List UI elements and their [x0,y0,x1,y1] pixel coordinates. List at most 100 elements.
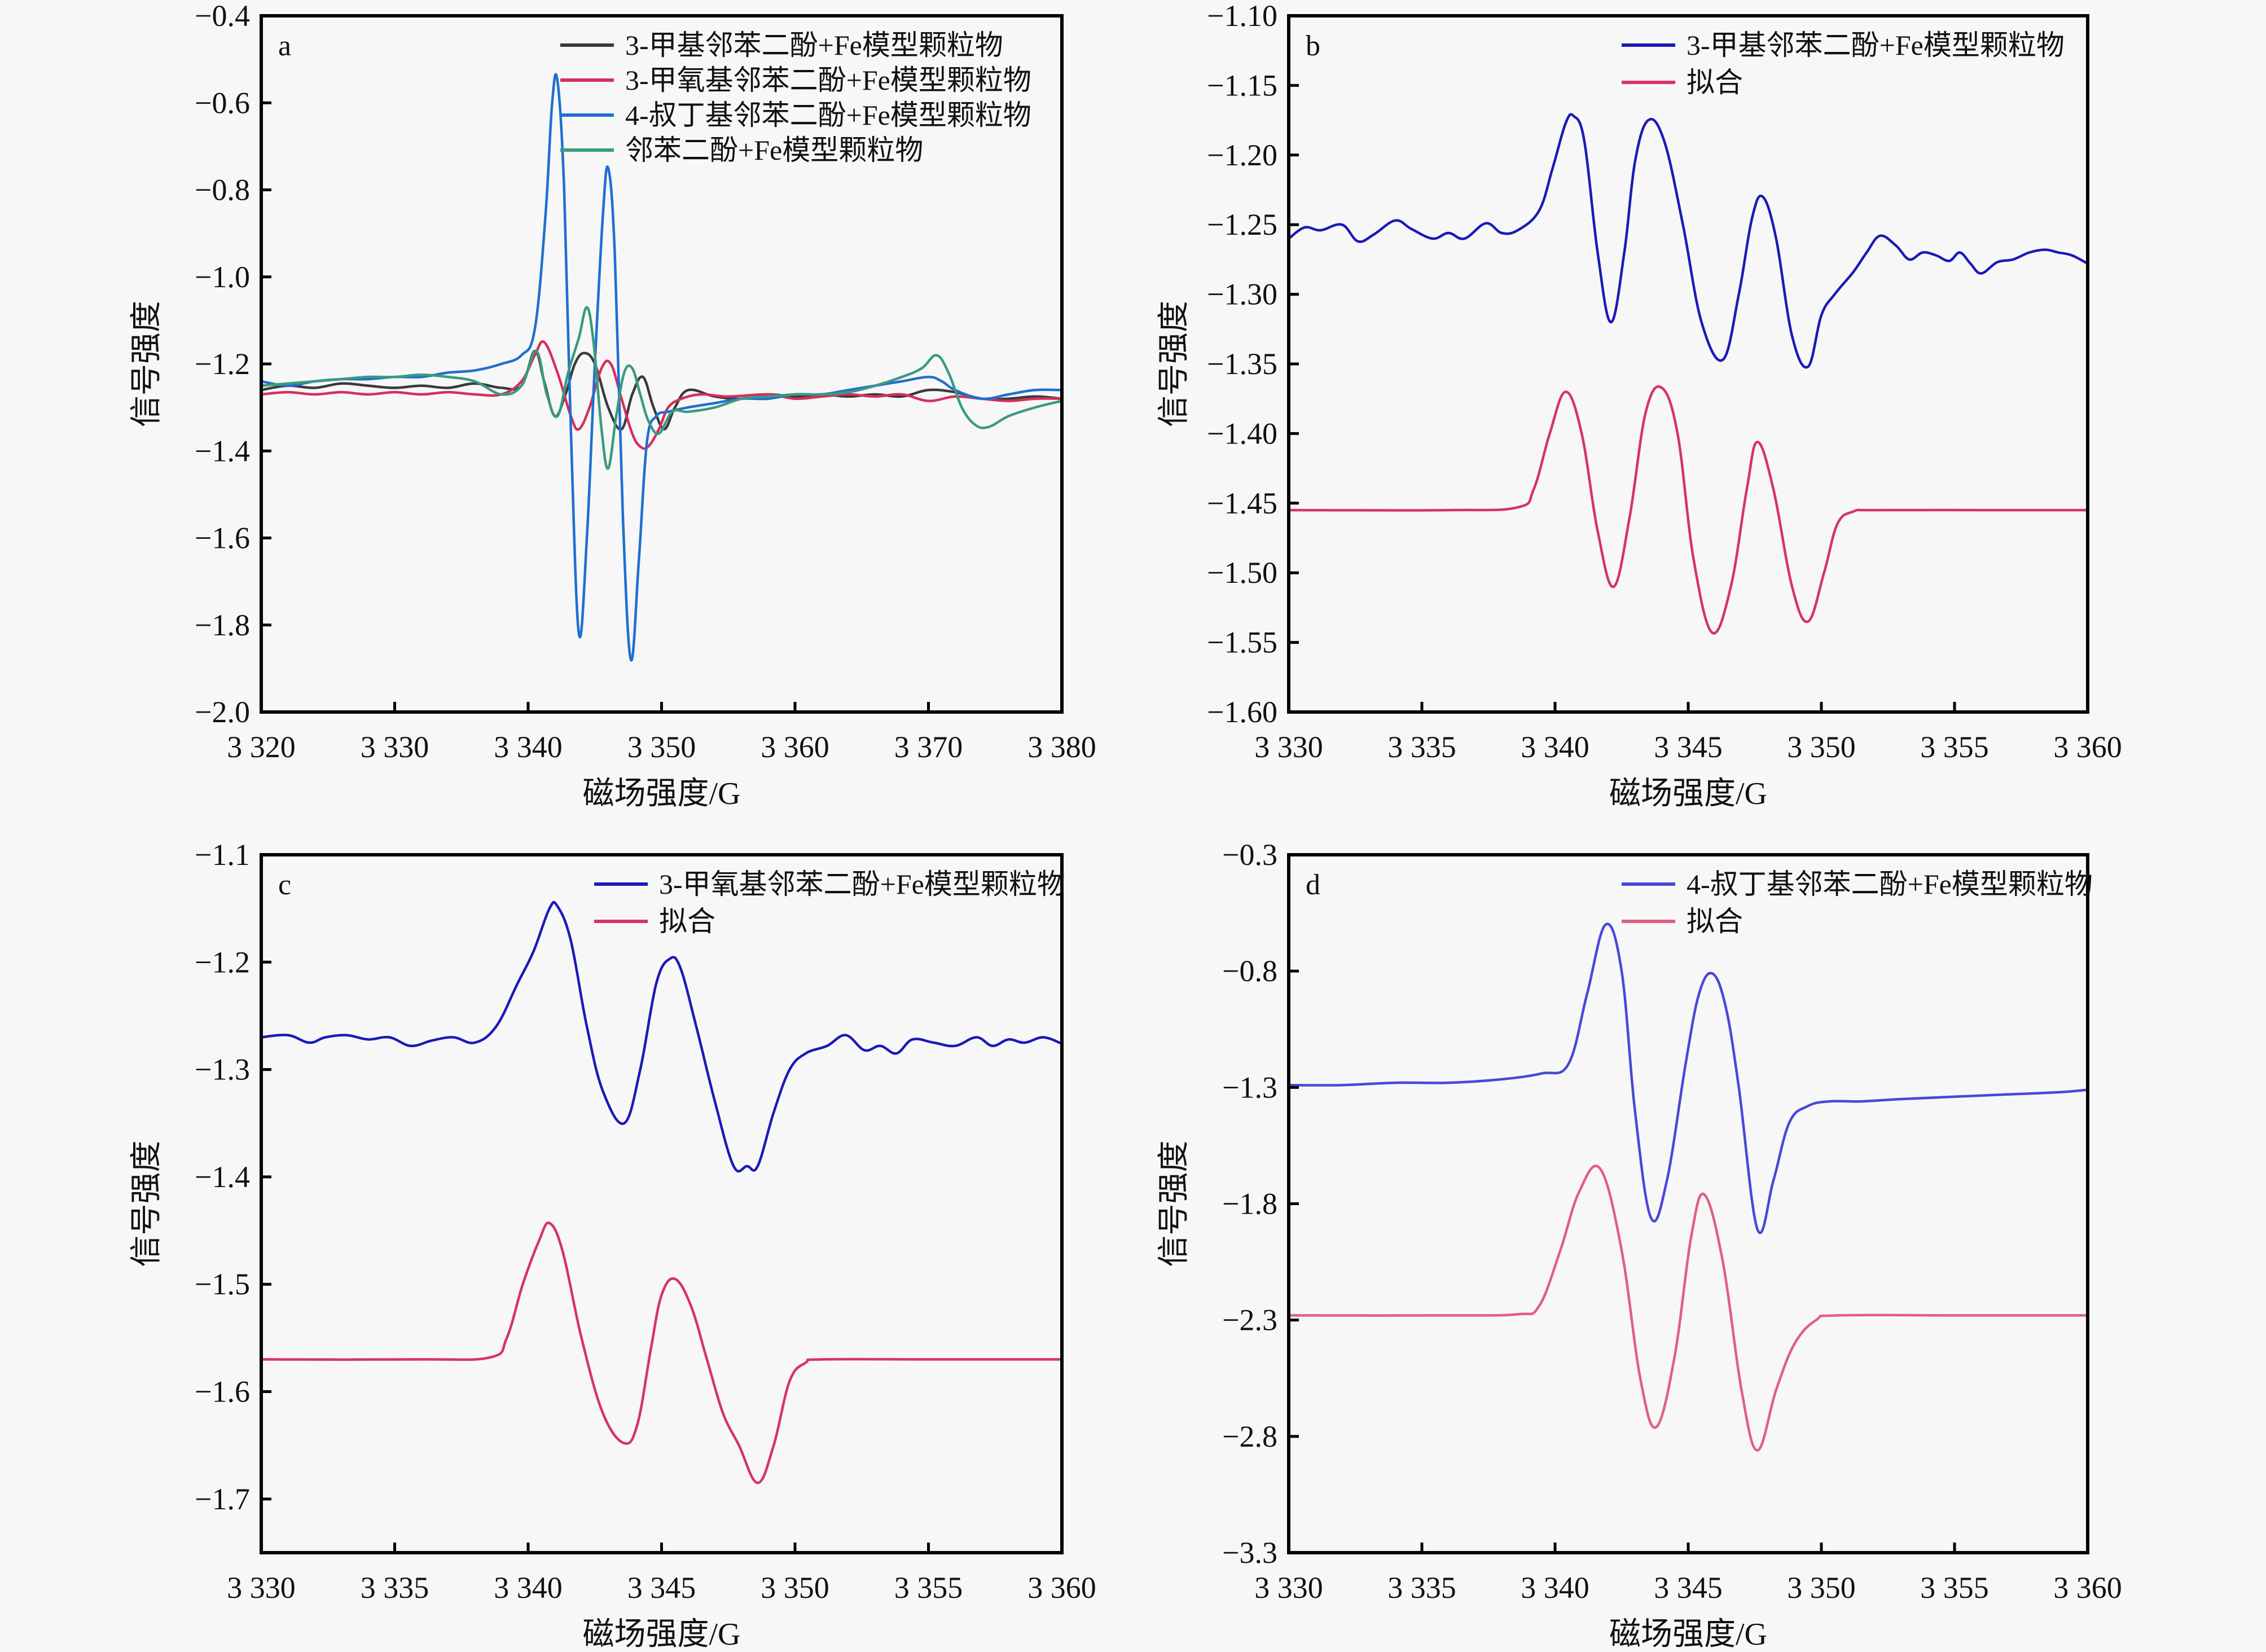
x-tick-label: 3 330 [227,1571,296,1605]
x-tick-label: 3 380 [1027,730,1096,764]
y-axis-title: 信号强度 [1157,1141,1192,1267]
y-tick-label: −1.35 [1207,347,1277,381]
x-tick-label: 3 360 [2053,730,2122,764]
y-tick-label: −1.15 [1207,68,1277,102]
y-tick-label: −3.3 [1222,1536,1277,1570]
x-tick-label: 3 355 [1920,1571,1989,1605]
y-tick-label: −1.8 [195,608,250,642]
series-line-1 [1289,113,2088,369]
x-tick-label: 3 345 [1654,730,1723,764]
x-tick-label: 3 330 [1254,730,1323,764]
series-line-2 [1289,1165,2088,1452]
y-tick-label: −1.50 [1207,556,1277,590]
y-axis-title: 信号强度 [129,1141,164,1267]
y-tick-label: −1.20 [1207,138,1277,172]
y-tick-label: −2.8 [1222,1420,1277,1453]
chart-panel-a: −2.0 −1.8 −1.6 −1.4 −1.2 −1.0 −0.8 −0.6 −0.4 3 32… [129,0,1096,811]
panel-label: c [278,869,291,901]
series-group [1289,922,2088,1452]
y-tick-label: −1.3 [1222,1070,1277,1104]
x-tick-label: 3 330 [361,730,429,764]
x-tick-label: 3 335 [1387,1571,1456,1605]
x-tick-label: 3 360 [2053,1571,2122,1605]
plot-area [1289,855,2088,1553]
y-tick-label: −2.0 [195,695,250,729]
legend-label-2: 拟合 [1687,906,1743,937]
y-tick-label: −0.8 [1222,954,1277,988]
series-line-4 [261,306,1062,470]
x-tick-label: 3 320 [227,730,296,764]
y-tick-label: −1.40 [1207,416,1277,450]
x-tick-label: 3 350 [761,1571,829,1605]
y-axis-title: 信号强度 [129,301,164,427]
y-tick-label: −1.6 [195,1375,250,1409]
legend: 3-甲基邻苯二酚+Fe模型颗粒物3-甲氧基邻苯二酚+Fe模型颗粒物4-叔丁基邻苯… [560,29,1031,166]
x-tick-label: 3 340 [494,730,563,764]
y-tick-label: −1.25 [1207,208,1277,241]
x-tick-label: 3 330 [1254,1571,1323,1605]
series-group [261,900,1062,1484]
series-group [1289,113,2088,635]
plot-area [261,855,1062,1553]
legend-label-1: 3-甲基邻苯二酚+Fe模型颗粒物 [625,29,1003,61]
x-tick-label: 3 340 [1521,730,1589,764]
chart-panel-b: −1.60 −1.55 −1.50 −1.45 −1.40 −1.35 −1.30 −1.25… [1157,0,2122,811]
x-tick-label: 3 340 [1521,1571,1589,1605]
x-tick-label: 3 370 [894,730,963,764]
panel-label: b [1306,30,1320,62]
x-tick-label: 3 360 [1027,1571,1096,1605]
x-tick-label: 3 355 [894,1571,963,1605]
y-tick-label: −1.8 [1222,1187,1277,1221]
legend-label-2: 3-甲氧基邻苯二酚+Fe模型颗粒物 [625,64,1031,96]
x-axis-title: 磁场强度/G [583,776,741,811]
x-tick-label: 3 350 [627,730,696,764]
y-tick-label: −1.60 [1207,695,1277,729]
x-tick-label: 3 335 [1387,730,1456,764]
series-line-2 [261,1222,1062,1484]
plot-area [261,16,1062,712]
legend-label-4: 邻苯二酚+Fe模型颗粒物 [625,134,923,166]
y-tick-label: −1.6 [195,521,250,555]
x-axis-title: 磁场强度/G [583,1617,741,1652]
series-line-3 [261,73,1062,662]
legend-label-2: 拟合 [1687,67,1743,98]
legend-label-1: 3-甲基邻苯二酚+Fe模型颗粒物 [1687,29,2065,61]
x-tick-label: 3 355 [1920,730,1989,764]
y-tick-label: −1.2 [195,945,250,979]
x-tick-label: 3 345 [627,1571,696,1605]
series-line-1 [261,900,1062,1173]
legend-label-2: 拟合 [659,906,715,937]
x-axis-title: 磁场强度/G [1609,1617,1767,1652]
series-group [261,73,1062,662]
y-tick-label: −1.1 [195,838,250,872]
x-tick-label: 3 360 [761,730,829,764]
chart-panel-c: −1.7 −1.6 −1.5 −1.4 −1.3 −1.2 −1.1 3 330 3 335 3 … [129,838,1096,1652]
legend-label-1: 4-叔丁基邻苯二酚+Fe模型颗粒物 [1687,868,2093,900]
legend-label-3: 4-叔丁基邻苯二酚+Fe模型颗粒物 [625,99,1031,131]
x-tick-label: 3 350 [1787,730,1856,764]
y-tick-label: −1.45 [1207,486,1277,520]
y-tick-label: −1.4 [195,1160,250,1194]
y-tick-label: −1.10 [1207,0,1277,33]
series-line-2 [261,340,1062,450]
x-tick-label: 3 345 [1654,1571,1723,1605]
legend-label-1: 3-甲氧基邻苯二酚+Fe模型颗粒物 [659,868,1065,900]
x-tick-label: 3 340 [494,1571,563,1605]
y-tick-label: −0.6 [195,86,250,120]
x-axis-title: 磁场强度/G [1609,776,1767,811]
y-tick-label: −1.7 [195,1482,250,1516]
x-tick-label: 3 335 [361,1571,429,1605]
plot-area [1289,16,2088,712]
x-tick-label: 3 350 [1787,1571,1856,1605]
y-tick-label: −0.8 [195,173,250,207]
y-tick-label: −0.3 [1222,838,1277,872]
y-tick-label: −1.55 [1207,626,1277,660]
y-axis-title: 信号强度 [1157,301,1192,427]
y-tick-label: −1.4 [195,434,250,468]
series-line-1 [1289,922,2088,1234]
y-tick-label: −1.5 [195,1267,250,1301]
chart-panel-d: −3.3 −2.8 −2.3 −1.8 −1.3 −0.8 −0.3 3 330 3 335 3 … [1157,838,2122,1652]
